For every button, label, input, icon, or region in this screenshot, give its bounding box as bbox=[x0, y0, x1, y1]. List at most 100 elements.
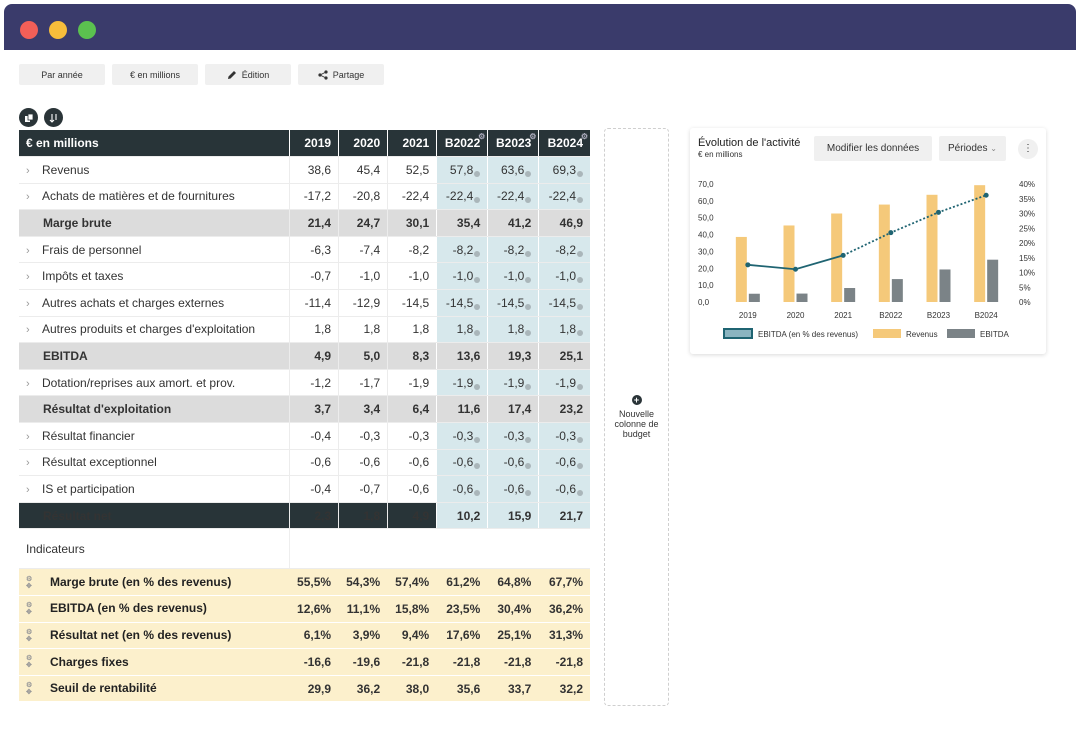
chevron-right-icon[interactable]: › bbox=[26, 297, 30, 310]
table-row[interactable]: › Résultat exceptionnel -0,6 -0,6 -0,6 -0,6 -0… bbox=[19, 449, 590, 477]
budget-cell[interactable]: 35,4 bbox=[436, 209, 488, 237]
budget-cell[interactable]: -0,6 bbox=[538, 475, 590, 503]
budget-cell[interactable]: -0,6 bbox=[436, 475, 488, 503]
periods-dropdown[interactable]: Périodes ⌄ bbox=[939, 136, 1006, 161]
budget-cell[interactable]: -0,6 bbox=[487, 449, 539, 477]
table-row[interactable]: Résultat d'exploitation 3,7 3,4 6,4 11,6 17,4… bbox=[19, 395, 590, 424]
chevron-right-icon[interactable]: › bbox=[26, 191, 30, 204]
header-budget-year[interactable]: B2023 ⚙ bbox=[487, 130, 539, 158]
table-row[interactable]: › Frais de personnel -6,3 -7,4 -8,2 -8,2 -8,2 -… bbox=[19, 236, 590, 264]
chevron-right-icon[interactable]: › bbox=[26, 164, 30, 177]
copy-icon[interactable] bbox=[19, 108, 38, 127]
budget-cell[interactable]: 63,6 bbox=[487, 156, 539, 184]
gear-icon[interactable]: ⚙ bbox=[529, 132, 537, 141]
budget-cell[interactable]: -1,0 bbox=[487, 262, 539, 291]
budget-cell[interactable]: -1,9 bbox=[487, 369, 539, 397]
budget-cell[interactable]: -0,3 bbox=[538, 422, 590, 450]
budget-cell[interactable]: 19,3 bbox=[487, 342, 539, 370]
budget-cell[interactable]: 1,8 bbox=[436, 316, 488, 344]
budget-cell[interactable]: 69,3 bbox=[538, 156, 590, 184]
budget-cell[interactable]: 17,4 bbox=[487, 395, 539, 424]
value-cell: 3,7 bbox=[288, 395, 339, 424]
table-row[interactable]: Marge brute 21,4 24,7 30,1 35,4 41,2 46,9 bbox=[19, 209, 590, 237]
table-row[interactable]: › Autres produits et charges d'exploitati… bbox=[19, 316, 590, 344]
table-row[interactable]: › Revenus 38,6 45,4 52,5 57,8 63,6 69,3 bbox=[19, 156, 590, 184]
indicator-row[interactable]: ⚙ ✥ Marge brute (en % des revenus) 55,5% 54,… bbox=[19, 568, 590, 596]
chevron-right-icon[interactable]: › bbox=[26, 324, 30, 337]
chevron-right-icon[interactable]: › bbox=[26, 271, 30, 284]
budget-cell[interactable]: 15,9 bbox=[487, 502, 539, 530]
budget-cell[interactable]: -0,3 bbox=[487, 422, 539, 450]
table-row[interactable]: › Résultat financier -0,4 -0,3 -0,3 -0,3 -0,3 -… bbox=[19, 422, 590, 450]
budget-cell[interactable]: -0,6 bbox=[487, 475, 539, 503]
budget-cell[interactable]: -1,9 bbox=[538, 369, 590, 397]
budget-cell[interactable]: -14,5 bbox=[538, 289, 590, 317]
budget-cell[interactable]: 21,7 bbox=[538, 502, 590, 530]
budget-cell[interactable]: -14,5 bbox=[436, 289, 488, 317]
budget-cell[interactable]: -1,9 bbox=[436, 369, 488, 397]
budget-cell[interactable]: -0,6 bbox=[436, 449, 488, 477]
budget-cell[interactable]: 13,6 bbox=[436, 342, 488, 370]
table-row[interactable]: › IS et participation -0,4 -0,7 -0,6 -0,6 -0,6… bbox=[19, 475, 590, 503]
budget-cell[interactable]: -14,5 bbox=[487, 289, 539, 317]
table-row[interactable]: Résultat net 2,3 1,8 4,9 10,2 15,9 21,7 bbox=[19, 502, 590, 530]
budget-cell[interactable]: -1,0 bbox=[538, 262, 590, 291]
budget-cell[interactable]: -8,2 bbox=[487, 236, 539, 264]
budget-cell[interactable]: 23,2 bbox=[538, 395, 590, 424]
budget-cell[interactable]: 11,6 bbox=[436, 395, 488, 424]
window-title-bar bbox=[4, 4, 1076, 50]
cell-value: -22,4 bbox=[497, 189, 525, 204]
header-budget-year[interactable]: B2024 ⚙ bbox=[538, 130, 590, 158]
budget-cell[interactable]: -0,3 bbox=[436, 422, 488, 450]
header-budget-year[interactable]: B2022 ⚙ bbox=[436, 130, 488, 158]
minimize-window-button[interactable] bbox=[49, 21, 67, 39]
more-options-icon[interactable]: ⋮ bbox=[1018, 139, 1038, 159]
sort-icon[interactable] bbox=[44, 108, 63, 127]
chevron-right-icon[interactable]: › bbox=[26, 244, 30, 257]
budget-cell[interactable]: 46,9 bbox=[538, 209, 590, 237]
table-row[interactable]: › Dotation/reprises aux amort. et prov. -1… bbox=[19, 369, 590, 397]
budget-cell[interactable]: 57,8 bbox=[436, 156, 488, 184]
chevron-right-icon[interactable]: › bbox=[26, 377, 30, 390]
budget-cell[interactable]: -8,2 bbox=[436, 236, 488, 264]
table-row[interactable]: › Impôts et taxes -0,7 -1,0 -1,0 -1,0 -1,0 -1,0 bbox=[19, 262, 590, 291]
budget-cell[interactable]: -0,6 bbox=[538, 449, 590, 477]
budget-cell[interactable]: 1,8 bbox=[538, 316, 590, 344]
drag-handle-icon[interactable]: ⚙ ✥ bbox=[26, 655, 33, 670]
edit-button[interactable]: Édition bbox=[205, 64, 291, 85]
indicator-value: 15,8% bbox=[387, 595, 437, 623]
indicator-row[interactable]: ⚙ ✥ Seuil de rentabilité 29,9 36,2 38,0 35,6 33… bbox=[19, 675, 590, 703]
budget-cell[interactable]: -22,4 bbox=[538, 183, 590, 211]
budget-cell[interactable]: -22,4 bbox=[487, 183, 539, 211]
budget-cell[interactable]: -22,4 bbox=[436, 183, 488, 211]
budget-cell[interactable]: 41,2 bbox=[487, 209, 539, 237]
drag-handle-icon[interactable]: ⚙ ✥ bbox=[26, 628, 33, 643]
indicator-row[interactable]: ⚙ ✥ Charges fixes -16,6 -19,6 -21,8 -21,8 -21,8… bbox=[19, 648, 590, 676]
chevron-right-icon[interactable]: › bbox=[26, 484, 30, 497]
share-button[interactable]: Partage bbox=[298, 64, 384, 85]
unit-button[interactable]: € en millions bbox=[112, 64, 198, 85]
add-budget-column-button[interactable]: + Nouvelle colonne de budget bbox=[604, 128, 669, 706]
table-row[interactable]: EBITDA 4,9 5,0 8,3 13,6 19,3 25,1 bbox=[19, 342, 590, 370]
drag-handle-icon[interactable]: ⚙ ✥ bbox=[26, 575, 33, 590]
budget-cell[interactable]: -8,2 bbox=[538, 236, 590, 264]
chevron-right-icon[interactable]: › bbox=[26, 457, 30, 470]
gear-icon[interactable]: ⚙ bbox=[478, 132, 486, 141]
chevron-right-icon[interactable]: › bbox=[26, 430, 30, 443]
budget-cell[interactable]: 10,2 bbox=[436, 502, 488, 530]
budget-cell[interactable]: 25,1 bbox=[538, 342, 590, 370]
gear-icon[interactable]: ⚙ bbox=[580, 132, 588, 141]
table-row[interactable]: › Autres achats et charges externes -11,4 -… bbox=[19, 289, 590, 317]
modify-data-button[interactable]: Modifier les données bbox=[814, 136, 932, 161]
budget-cell[interactable]: -1,0 bbox=[436, 262, 488, 291]
per-year-button[interactable]: Par année bbox=[19, 64, 105, 85]
close-window-button[interactable] bbox=[20, 21, 38, 39]
drag-handle-icon[interactable]: ⚙ ✥ bbox=[26, 681, 33, 696]
indicator-row[interactable]: ⚙ ✥ EBITDA (en % des revenus) 12,6% 11,1% 15,… bbox=[19, 595, 590, 623]
maximize-window-button[interactable] bbox=[78, 21, 96, 39]
budget-cell[interactable]: 1,8 bbox=[487, 316, 539, 344]
table-row[interactable]: › Achats de matières et de fournitures -17… bbox=[19, 183, 590, 211]
value-cell: -0,3 bbox=[338, 422, 388, 450]
drag-handle-icon[interactable]: ⚙ ✥ bbox=[26, 602, 33, 617]
indicator-row[interactable]: ⚙ ✥ Résultat net (en % des revenus) 6,1% 3,9… bbox=[19, 622, 590, 650]
